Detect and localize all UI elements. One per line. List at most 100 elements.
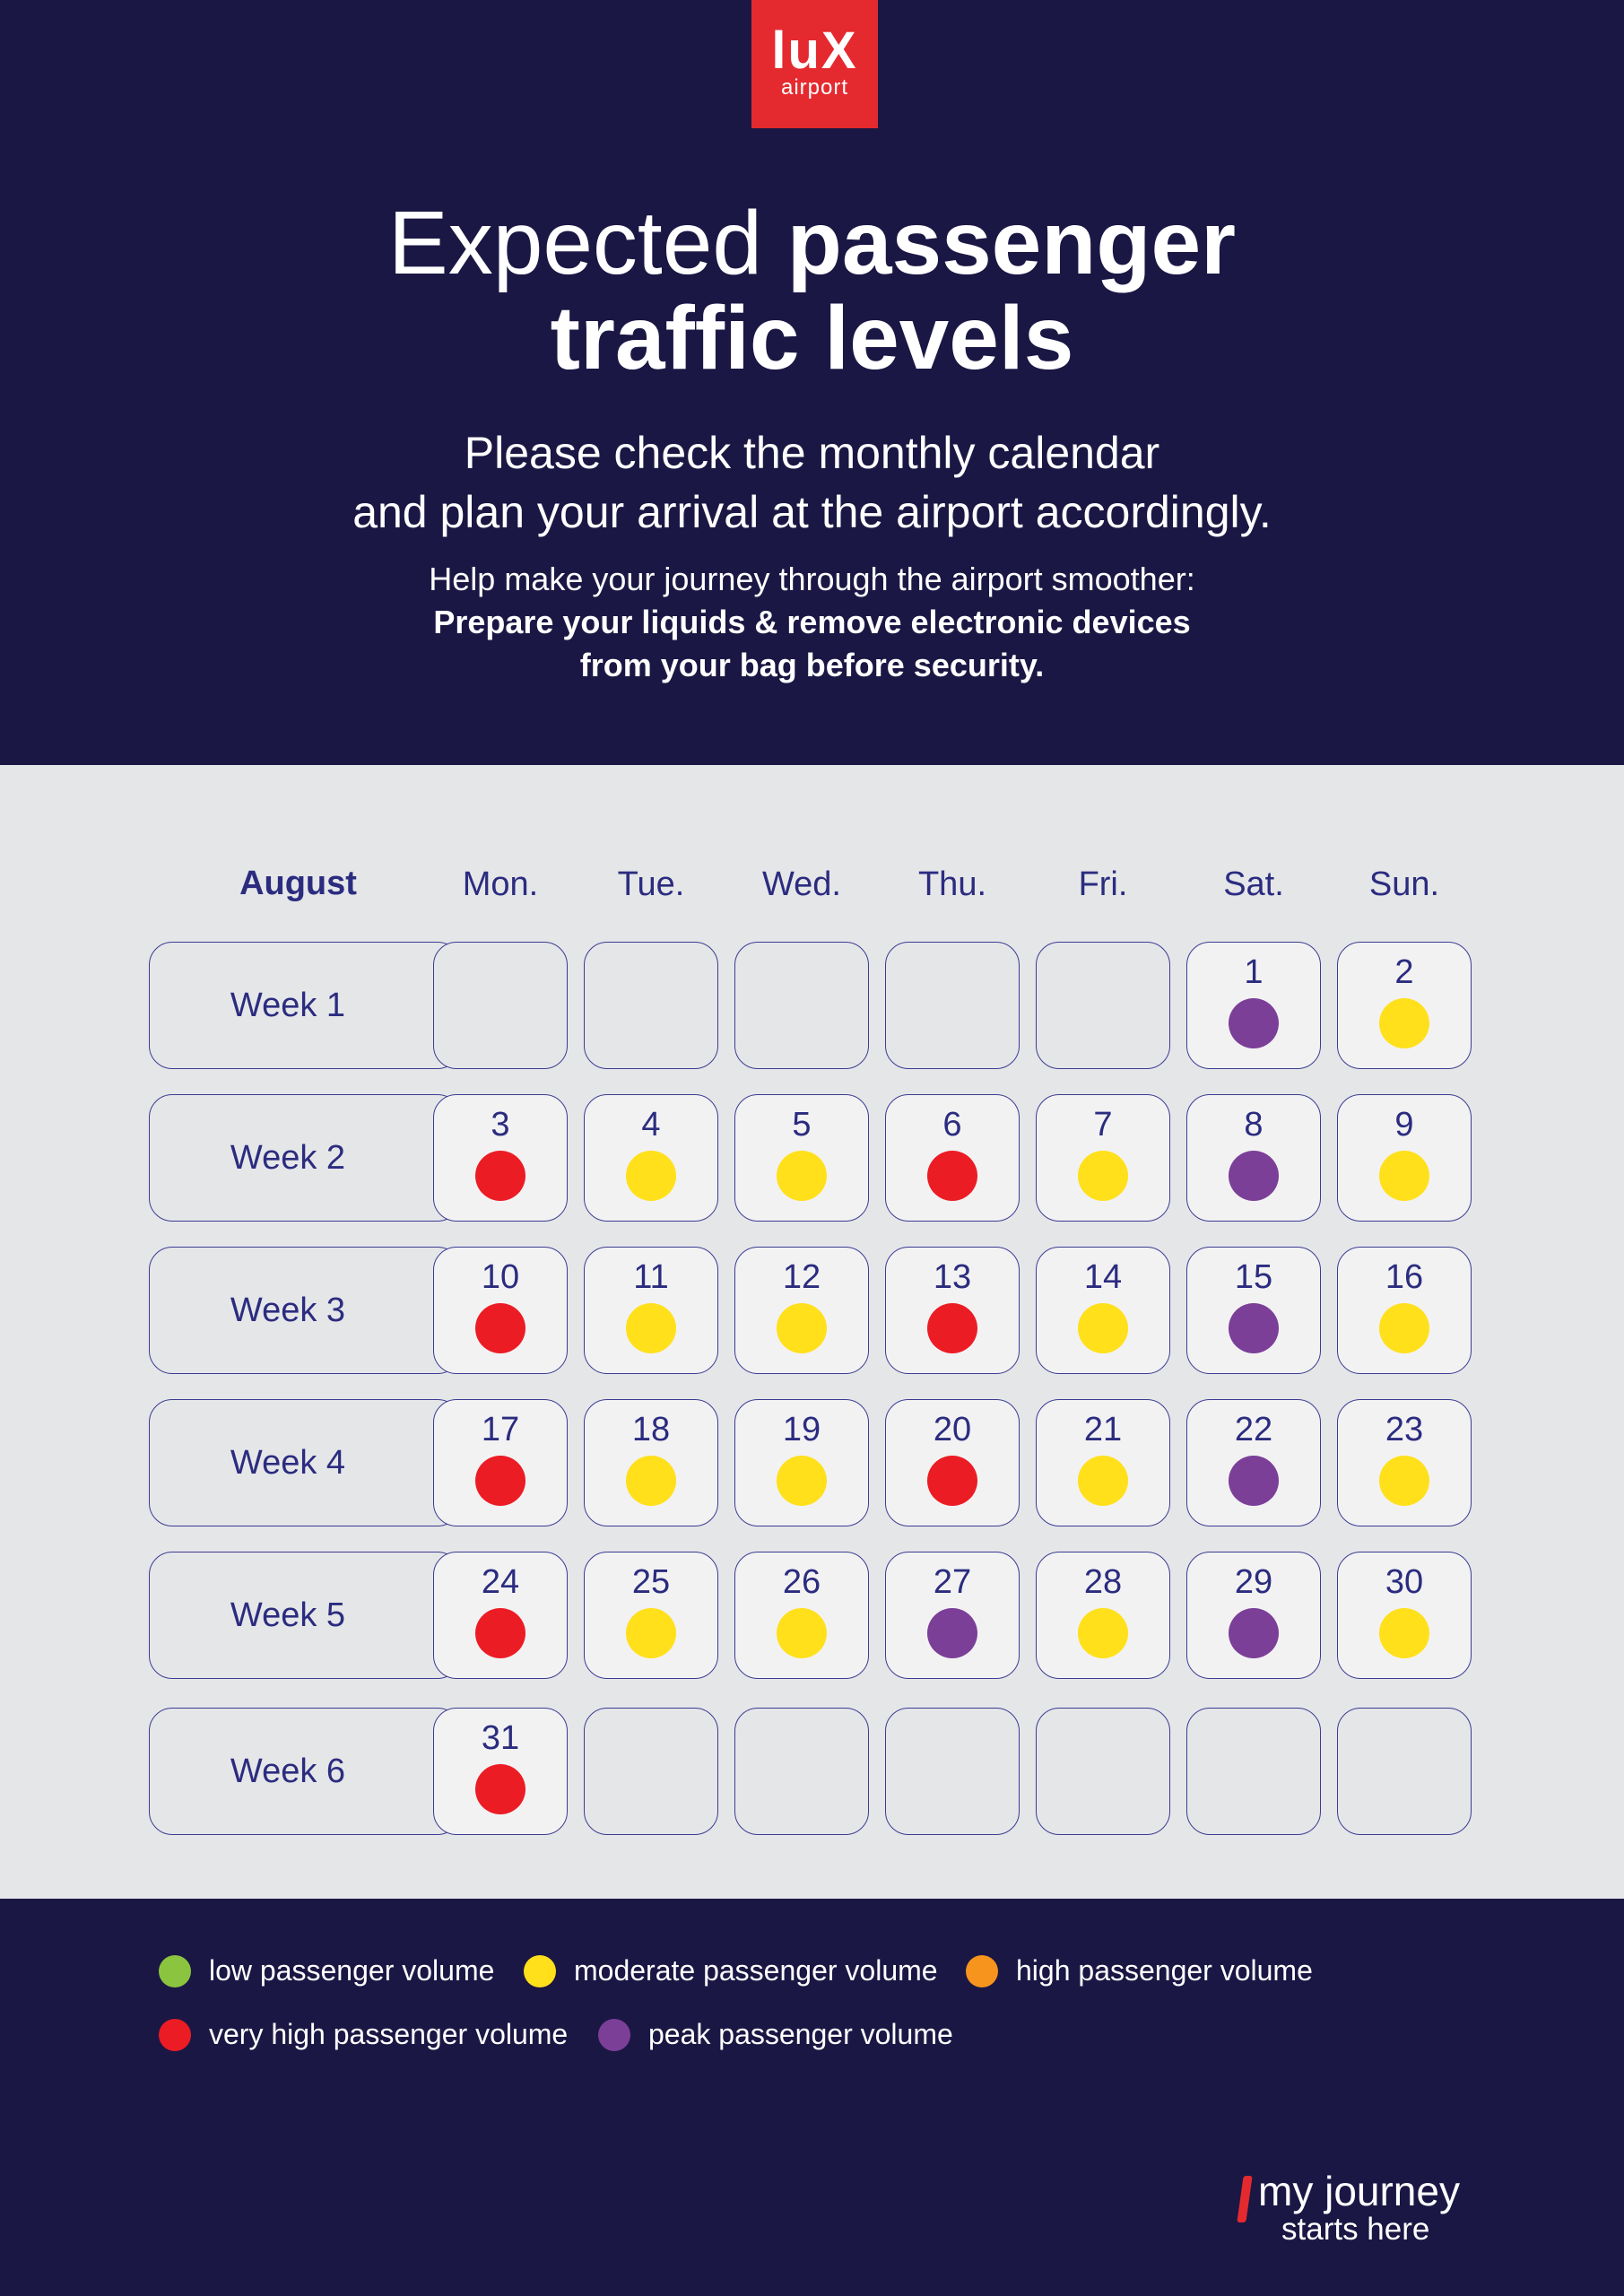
day-cell: 25	[584, 1552, 718, 1679]
subtitle-line-1: Please check the monthly calendar	[464, 428, 1160, 478]
empty-day-cell	[1036, 1708, 1170, 1835]
day-number: 21	[1083, 1411, 1123, 1448]
day-number: 17	[481, 1411, 520, 1448]
title-light: Expected	[388, 193, 762, 293]
day-cell: 2	[1337, 942, 1472, 1069]
security-tips: Help make your journey through the airpo…	[0, 558, 1624, 687]
day-number: 27	[933, 1563, 972, 1601]
traffic-level-dot	[1078, 1303, 1128, 1353]
week-label: Week 3	[230, 1291, 346, 1329]
traffic-level-dot	[927, 1456, 977, 1506]
day-number: 30	[1385, 1563, 1424, 1601]
day-number: 24	[481, 1563, 520, 1601]
traffic-level-dot	[927, 1608, 977, 1658]
day-cell: 6	[885, 1094, 1020, 1222]
my-journey-brand: my journey starts here	[1237, 2168, 1473, 2269]
empty-day-cell	[1186, 1708, 1321, 1835]
day-number: 9	[1394, 1106, 1414, 1144]
day-cell: 3	[433, 1094, 568, 1222]
legend-label-very-high: very high passenger volume	[209, 2018, 569, 2050]
day-header: Sun.	[1368, 865, 1440, 903]
day-header: Fri.	[1078, 865, 1128, 903]
legend-item-peak: peak passenger volume	[598, 2018, 953, 2051]
day-number: 13	[933, 1258, 972, 1296]
day-number: 22	[1234, 1411, 1273, 1448]
empty-day-cell	[584, 942, 718, 1069]
orange-dot-icon	[966, 1954, 998, 1987]
title-bold-1: passenger	[786, 193, 1236, 293]
day-cell: 10	[433, 1247, 568, 1374]
day-number: 7	[1093, 1106, 1113, 1144]
traffic-level-dot	[1229, 998, 1279, 1048]
empty-day-cell	[734, 942, 869, 1069]
traffic-level-dot	[626, 1151, 676, 1201]
logo-sub-text: airport	[780, 75, 849, 100]
day-number: 29	[1234, 1563, 1273, 1601]
traffic-level-dot	[1078, 1151, 1128, 1201]
day-number: 18	[631, 1411, 671, 1448]
traffic-level-dot	[777, 1456, 827, 1506]
empty-day-cell	[885, 942, 1020, 1069]
traffic-level-dot	[1078, 1456, 1128, 1506]
brand-mark-icon	[1237, 2176, 1253, 2222]
day-number: 31	[481, 1719, 520, 1757]
empty-day-cell	[1337, 1708, 1472, 1835]
traffic-level-dot	[626, 1303, 676, 1353]
traffic-level-dot	[1379, 1151, 1429, 1201]
day-number: 19	[782, 1411, 821, 1448]
traffic-level-dot	[1229, 1303, 1279, 1353]
legend-label-low: low passenger volume	[209, 1954, 495, 1987]
day-number: 3	[491, 1106, 510, 1144]
yellow-dot-icon	[524, 1954, 556, 1987]
day-cell: 8	[1186, 1094, 1321, 1222]
day-cell: 17	[433, 1399, 568, 1526]
traffic-level-dot	[626, 1456, 676, 1506]
legend-item-high: high passenger volume	[966, 1954, 1313, 1987]
traffic-level-dot	[1229, 1456, 1279, 1506]
day-cell: 7	[1036, 1094, 1170, 1222]
traffic-level-dot	[626, 1608, 676, 1658]
day-number: 25	[631, 1563, 671, 1601]
week-label: Week 1	[230, 986, 346, 1024]
day-number: 2	[1394, 953, 1414, 991]
tip-line-1: Help make your journey through the airpo…	[429, 561, 1195, 597]
legend-item-low: low passenger volume	[159, 1954, 494, 1987]
empty-day-cell	[584, 1708, 718, 1835]
day-cell: 16	[1337, 1247, 1472, 1374]
traffic-level-dot	[475, 1151, 525, 1201]
traffic-level-dot	[777, 1608, 827, 1658]
traffic-level-dot	[777, 1151, 827, 1201]
day-number: 16	[1385, 1258, 1424, 1296]
day-number: 10	[481, 1258, 520, 1296]
traffic-level-dot	[1379, 1303, 1429, 1353]
legend-label-moderate: moderate passenger volume	[574, 1954, 938, 1987]
day-cell: 9	[1337, 1094, 1472, 1222]
day-cell: 24	[433, 1552, 568, 1679]
logo-brand-text: luX	[771, 22, 858, 80]
day-header: Thu.	[917, 865, 987, 903]
day-number: 28	[1083, 1563, 1123, 1601]
day-header: Sat.	[1223, 865, 1284, 903]
subtitle: Please check the monthly calendar and pl…	[0, 423, 1624, 542]
day-number: 26	[782, 1563, 821, 1601]
subtitle-line-2: and plan your arrival at the airport acc…	[352, 487, 1272, 537]
day-cell: 14	[1036, 1247, 1170, 1374]
day-cell: 15	[1186, 1247, 1321, 1374]
empty-day-cell	[1036, 942, 1170, 1069]
traffic-level-dot	[1379, 998, 1429, 1048]
traffic-level-dot	[1229, 1608, 1279, 1658]
title-bold-2: traffic levels	[550, 288, 1074, 388]
day-number: 15	[1234, 1258, 1273, 1296]
day-cell: 31	[433, 1708, 568, 1835]
day-number: 8	[1244, 1106, 1264, 1144]
traffic-level-dot	[475, 1608, 525, 1658]
lux-airport-logo: luX airport	[751, 0, 878, 128]
tip-line-2: Prepare your liquids & remove electronic…	[433, 604, 1191, 640]
tip-line-3: from your bag before security.	[579, 647, 1045, 683]
brand-line-2: starts here	[1281, 2212, 1430, 2247]
legend-item-moderate: moderate passenger volume	[524, 1954, 938, 1987]
brand-line-1: my journey	[1258, 2168, 1460, 2214]
day-cell: 20	[885, 1399, 1020, 1526]
legend-item-very-high: very high passenger volume	[159, 2018, 568, 2051]
day-cell: 21	[1036, 1399, 1170, 1526]
